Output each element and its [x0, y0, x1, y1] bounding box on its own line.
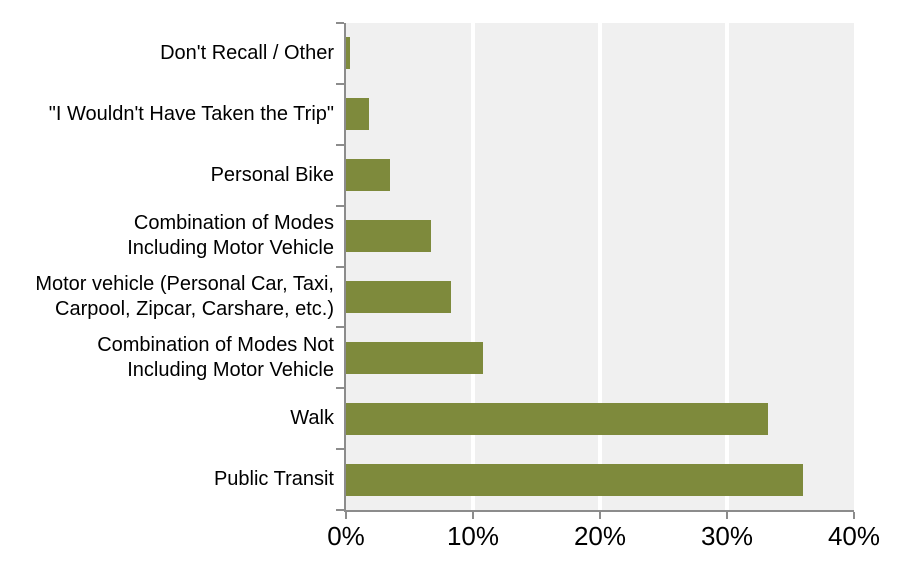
- category-label: Combination of Modes Including Motor Vehi…: [0, 206, 334, 267]
- category-label: Motor vehicle (Personal Car, Taxi, Carpoo…: [0, 267, 334, 328]
- bar: [346, 159, 391, 192]
- category-label: Personal Bike: [0, 145, 334, 206]
- y-axis-tick: [336, 448, 344, 451]
- bar: [346, 402, 768, 435]
- x-axis-tick-label: 10%: [446, 521, 500, 551]
- category-label-line: Combination of Modes Not: [97, 333, 334, 356]
- gridline: [725, 23, 729, 510]
- bar: [346, 37, 350, 70]
- x-axis-tick: [472, 512, 474, 519]
- category-label-line: Combination of Modes: [133, 212, 334, 235]
- x-axis-tick: [345, 512, 347, 519]
- x-axis-tick-label: 30%: [700, 521, 754, 551]
- category-label: Walk: [0, 388, 334, 449]
- bar: [346, 280, 452, 313]
- gridline: [598, 23, 602, 510]
- y-axis-line: [344, 23, 346, 510]
- category-label-line: Walk: [290, 407, 334, 430]
- y-axis-tick: [336, 82, 344, 85]
- y-axis-tick: [336, 204, 344, 207]
- bar: [346, 341, 484, 374]
- x-axis-tick: [599, 512, 601, 519]
- bar: [346, 463, 804, 496]
- category-label-line: "I Wouldn't Have Taken the Trip": [48, 102, 334, 125]
- category-label-line: Including Motor Vehicle: [127, 358, 334, 381]
- category-label: Combination of Modes Not Including Motor …: [0, 327, 334, 388]
- bar: [346, 220, 432, 253]
- category-label-line: Personal Bike: [210, 163, 334, 186]
- x-axis-line: [344, 510, 854, 512]
- category-label-line: Including Motor Vehicle: [127, 237, 334, 260]
- category-label: "I Wouldn't Have Taken the Trip": [0, 84, 334, 145]
- category-label-line: Carpool, Zipcar, Carshare, etc.): [55, 297, 334, 320]
- bar: [346, 98, 369, 131]
- y-axis-tick: [336, 326, 344, 329]
- y-axis-tick: [336, 22, 344, 24]
- category-label-line: Motor vehicle (Personal Car, Taxi,: [35, 272, 334, 295]
- x-axis-tick-label: 40%: [827, 521, 881, 551]
- x-axis-tick-label: 20%: [573, 521, 627, 551]
- x-axis-tick: [726, 512, 728, 519]
- category-label-line: Public Transit: [213, 468, 334, 491]
- y-axis-tick: [336, 265, 344, 268]
- plot-area: [346, 23, 854, 510]
- y-axis-tick: [336, 387, 344, 390]
- category-label-line: Don't Recall / Other: [160, 41, 334, 64]
- category-label: Don't Recall / Other: [0, 23, 334, 84]
- y-axis-tick: [336, 143, 344, 146]
- x-axis-tick: [853, 512, 855, 519]
- gridline: [471, 23, 475, 510]
- x-axis-tick-label: 0%: [327, 521, 365, 551]
- y-axis-tick: [336, 509, 344, 511]
- category-label: Public Transit: [0, 449, 334, 510]
